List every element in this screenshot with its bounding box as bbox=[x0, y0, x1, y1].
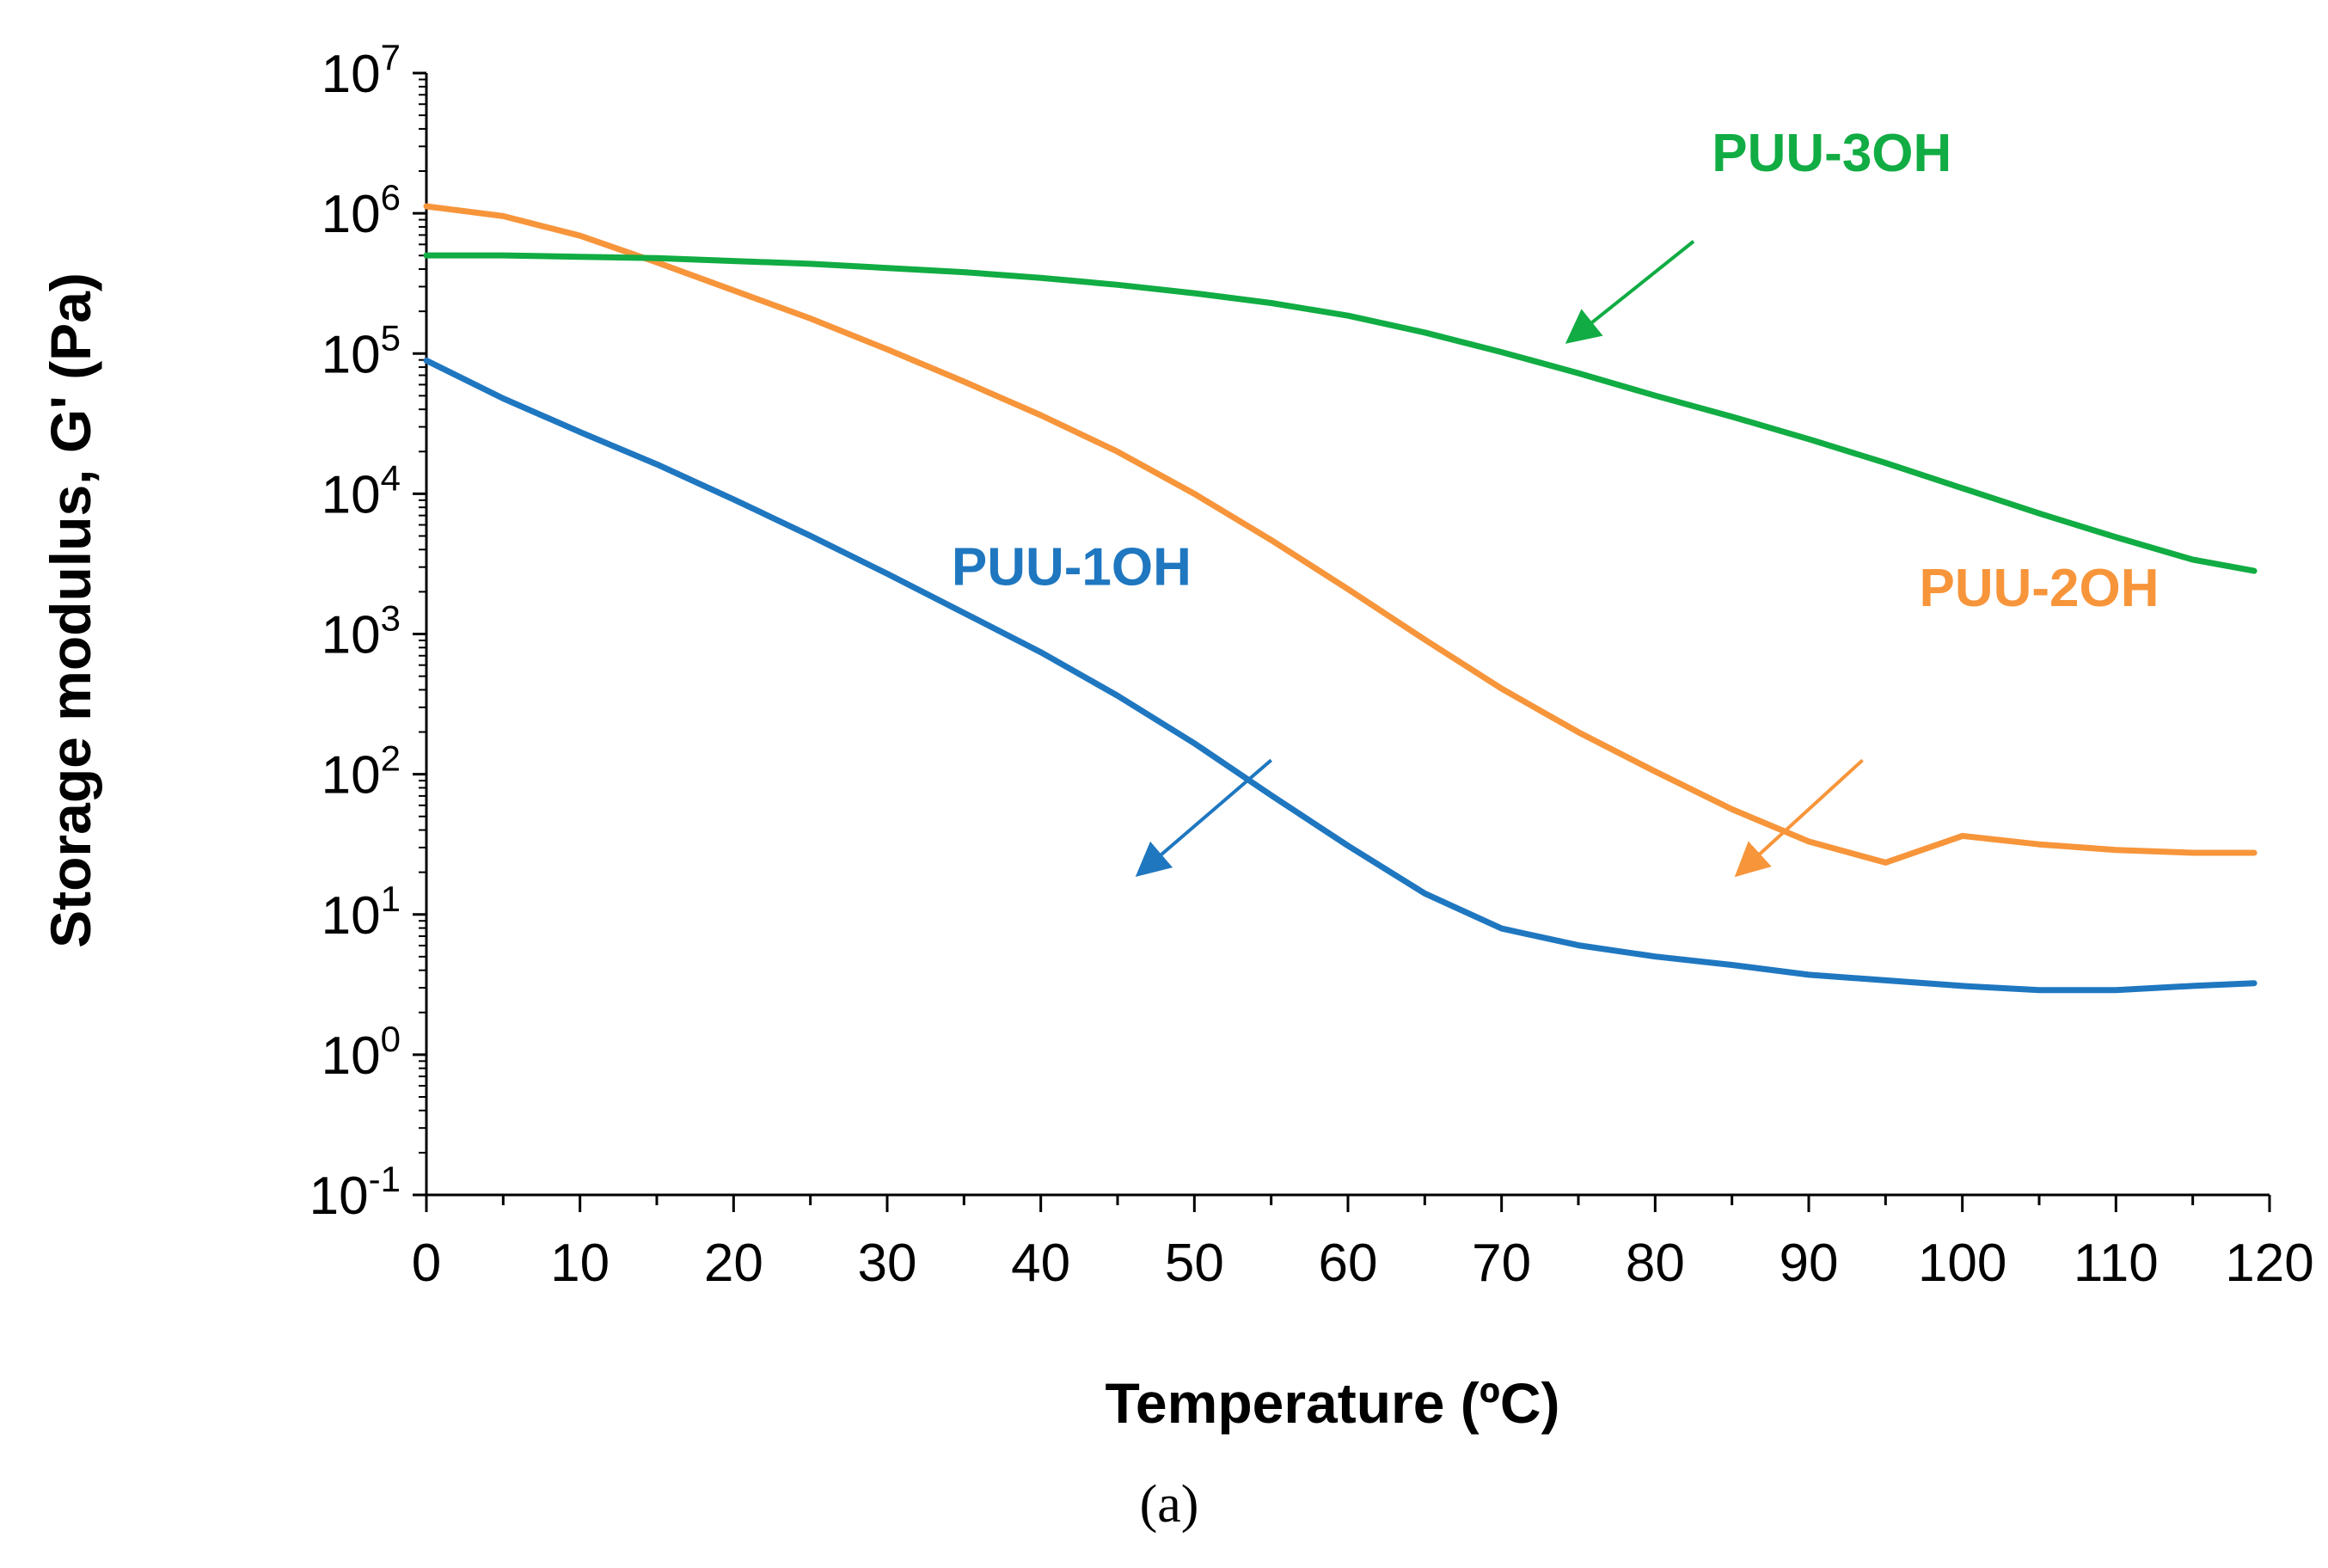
y-tick-exponent: 5 bbox=[381, 317, 401, 358]
y-tick-base: 10 bbox=[322, 606, 381, 665]
series-arrow-puu-1oh bbox=[1135, 758, 1272, 878]
y-tick-base: 10 bbox=[309, 1167, 369, 1226]
y-tick-exponent: 6 bbox=[381, 177, 401, 217]
x-tick-label: 100 bbox=[1918, 1234, 2006, 1293]
axes bbox=[425, 73, 2270, 1197]
x-tick-label: 80 bbox=[1626, 1234, 1685, 1293]
y-tick-exponent: 7 bbox=[381, 37, 401, 77]
y-tick-exponent: 2 bbox=[381, 738, 401, 779]
y-tick-exponent: 4 bbox=[381, 457, 401, 498]
y-tick-label: 101 bbox=[322, 879, 401, 946]
y-tick-base: 10 bbox=[322, 325, 381, 384]
x-ticks bbox=[425, 1195, 2271, 1212]
y-tick-base: 10 bbox=[322, 185, 381, 244]
x-axis-title: Temperature (ºC) bbox=[1106, 1371, 1560, 1435]
y-tick-base: 10 bbox=[322, 1026, 381, 1086]
y-tick-label: 106 bbox=[322, 177, 401, 244]
y-tick-label: 104 bbox=[322, 457, 401, 524]
series-arrow-puu-3oh bbox=[1565, 240, 1695, 344]
y-tick-label: 107 bbox=[322, 37, 401, 104]
x-tick-label: 70 bbox=[1472, 1234, 1531, 1293]
y-tick-base: 10 bbox=[322, 465, 381, 524]
series-arrow-puu-2oh bbox=[1734, 758, 1864, 878]
y-axis-title: Storage modulus, G' (Pa) bbox=[39, 273, 102, 948]
x-tick-label: 10 bbox=[550, 1234, 610, 1293]
y-tick-label: 100 bbox=[322, 1019, 401, 1086]
y-tick-label: 105 bbox=[322, 317, 401, 384]
y-tick-exponent: 3 bbox=[381, 598, 401, 639]
y-tick-label: 103 bbox=[322, 598, 401, 665]
x-tick-label: 50 bbox=[1165, 1234, 1224, 1293]
x-tick-label: 20 bbox=[704, 1234, 763, 1293]
y-tick-exponent: -1 bbox=[369, 1159, 401, 1199]
series-labels: PUU-1OH PUU-2OH PUU-3OH bbox=[952, 124, 2160, 618]
y-tick-exponent: 1 bbox=[381, 879, 401, 919]
y-tick-label: 10-1 bbox=[309, 1159, 401, 1226]
series-label-puu-1oh: PUU-1OH bbox=[952, 537, 1192, 597]
figure-caption: (a) bbox=[1140, 1475, 1199, 1534]
x-tick-label: 110 bbox=[2074, 1234, 2159, 1293]
y-tick-base: 10 bbox=[322, 45, 381, 104]
x-tick-label: 40 bbox=[1011, 1234, 1070, 1293]
series-arrows bbox=[1135, 240, 1864, 878]
series-line-puu-2oh bbox=[423, 203, 2258, 866]
x-tick-label: 30 bbox=[858, 1234, 917, 1293]
x-tick-label: 60 bbox=[1319, 1234, 1378, 1293]
y-tick-base: 10 bbox=[322, 886, 381, 946]
y-minor-ticks bbox=[419, 78, 426, 1154]
series-line-puu-3oh bbox=[423, 252, 2258, 574]
y-tick-exponent: 0 bbox=[381, 1019, 401, 1059]
series-label-puu-2oh: PUU-2OH bbox=[1919, 559, 2159, 618]
x-tick-label: 0 bbox=[412, 1234, 441, 1293]
series-label-puu-3oh: PUU-3OH bbox=[1712, 124, 1951, 183]
x-tick-label: 120 bbox=[2225, 1234, 2313, 1293]
y-tick-label: 102 bbox=[322, 738, 401, 805]
x-tick-labels: 0 10 20 30 40 50 60 70 80 90 100 110 120 bbox=[412, 1234, 2314, 1293]
series-lines bbox=[423, 203, 2258, 994]
y-tick-base: 10 bbox=[322, 746, 381, 805]
series-line-puu-1oh bbox=[423, 357, 2258, 994]
x-tick-label: 90 bbox=[1780, 1234, 1839, 1293]
y-major-ticks bbox=[413, 71, 426, 1197]
